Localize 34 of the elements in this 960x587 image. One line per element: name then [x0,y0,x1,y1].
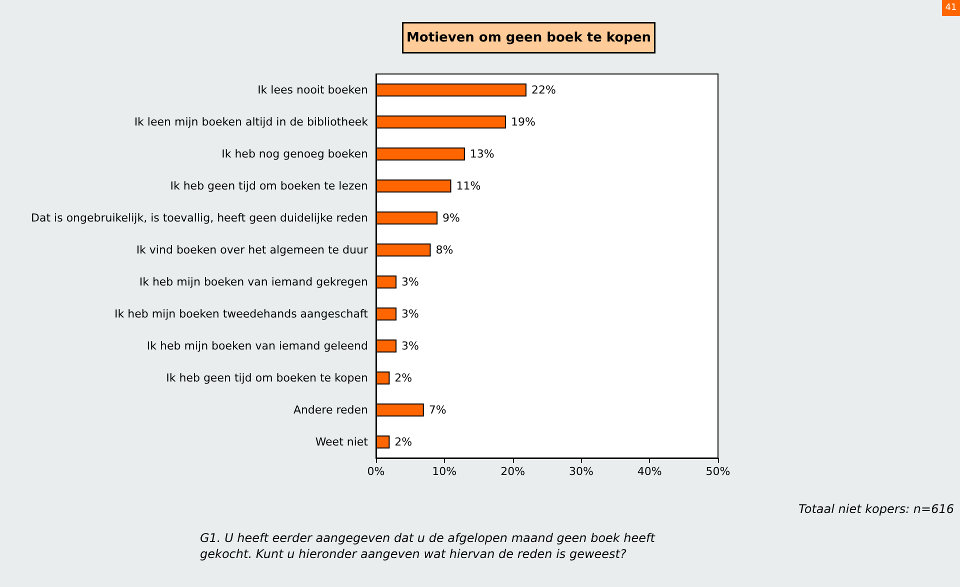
text: Totaal niet kopers: n=616 [798,502,954,516]
data-label: 19% [510,116,536,128]
data-label: 11% [456,180,481,192]
y-tick-label: Ik heb nog genoeg boeken [222,148,368,160]
y-tick-label: Ik lees nooit boeken [258,84,368,96]
data-label: 8% [436,244,454,256]
data-label: 2% [394,372,412,384]
y-tick-label: Andere reden [293,404,368,416]
data-label: 3% [402,340,419,352]
text: G1. U heeft eerder aangegeven dat u de afgelopen maand geen boek heeft gekocht. Kunt u hieronder aangeven wat hiervan de reden is geweest? [200,531,659,561]
y-tick-label: Ik heb geen tijd om boeken te lezen [170,180,368,192]
data-label: 2% [394,436,412,448]
data-label: 22% [531,84,556,96]
y-tick-label: Ik heb mijn boeken van iemand geleend [146,340,368,352]
x-tick-label: 30% [568,465,594,478]
x-tick-label: 10% [432,465,457,478]
y-tick-label: Ik leen mijn boeken altijd in de bibliotheek [134,116,369,128]
y-tick-label: Dat is ongebruikelijk, is toevallig, heeft geen duidelijke reden [31,212,368,224]
y-tick-label: Ik heb mijn boeken van iemand gekregen [139,276,368,288]
y-tick-label: Ik heb mijn boeken tweedehands aangeschaft [114,308,369,320]
x-tick-label: 50% [706,465,730,478]
data-label: 7% [428,404,446,416]
y-tick-label: Ik heb geen tijd om boeken te kopen [166,372,368,384]
y-tick-label: Weet niet [315,436,369,448]
y-tick-label: Ik vind boeken over het algemeen te duur [136,244,368,256]
x-tick-label: 0% [367,465,385,478]
text: 41 [945,3,957,13]
x-tick-label: 40% [637,465,662,478]
x-tick-label: 20% [500,465,526,478]
data-label: 9% [442,212,460,224]
data-label: 3% [402,308,419,320]
data-label: 13% [470,148,494,160]
data-label: 3% [402,276,419,288]
chart-title: Motieven om geen boek te kopen [406,30,652,46]
